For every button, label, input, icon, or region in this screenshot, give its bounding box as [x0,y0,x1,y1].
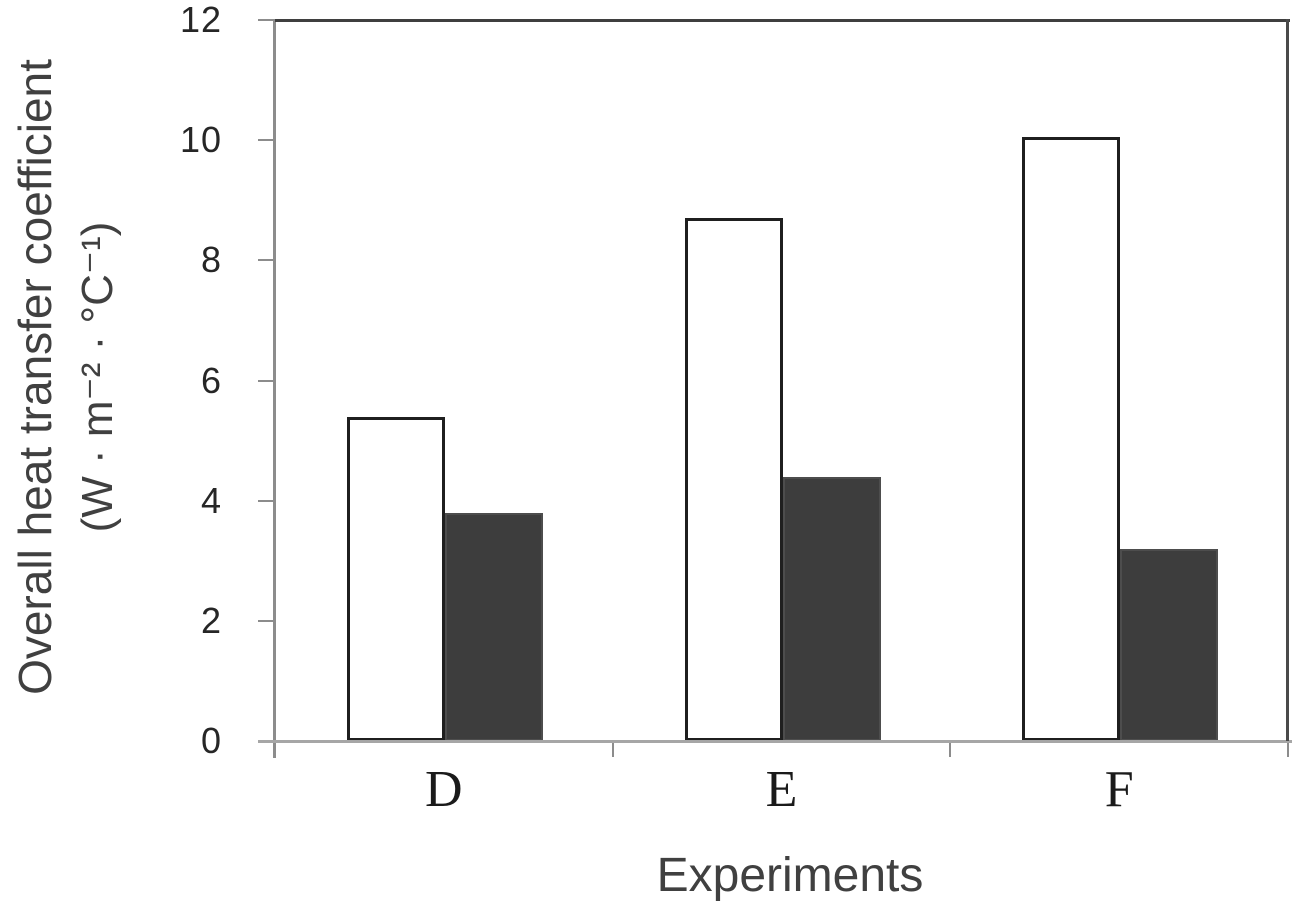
x-tick-mark [949,741,952,757]
bar-E-filled [782,476,881,741]
y-tick-mark [258,19,275,21]
bar-E-open [684,218,783,741]
plot-top-border [275,19,1290,22]
bar-F-open [1022,137,1121,741]
y-axis-line [273,20,276,758]
y-tick-mark [258,379,275,382]
x-tick-mark [1287,741,1289,757]
x-category-label-E: E [765,761,798,818]
y-tick-label: 8 [200,239,222,281]
y-tick-label: 12 [179,0,222,40]
y-tick-label: 0 [200,720,222,761]
x-tick-mark [611,741,614,757]
y-tick-mark [258,139,275,142]
y-tick-label: 4 [200,479,222,521]
bar-D-open [347,416,445,741]
y-axis-title: Overall heat transfer coefficient (W · m… [2,27,132,727]
x-category-label-F: F [1104,761,1134,818]
y-tick-label: 6 [200,359,222,401]
y-tick-label: 2 [200,599,222,641]
y-axis-title-line1: Overall heat transfer coefficient [9,59,61,695]
x-category-label-D: D [425,761,463,818]
plot-right-border [1286,19,1289,741]
y-tick-mark [258,259,275,262]
y-tick-label: 10 [179,119,222,161]
bar-F-filled [1120,548,1219,741]
y-axis-title-units: (W · m⁻² · °C⁻¹) [73,221,122,533]
x-axis-title: Experiments [656,849,924,902]
bar-D-filled [445,512,543,741]
y-tick-mark [258,499,275,502]
y-tick-mark [258,619,275,622]
x-axis-line [258,740,1292,743]
